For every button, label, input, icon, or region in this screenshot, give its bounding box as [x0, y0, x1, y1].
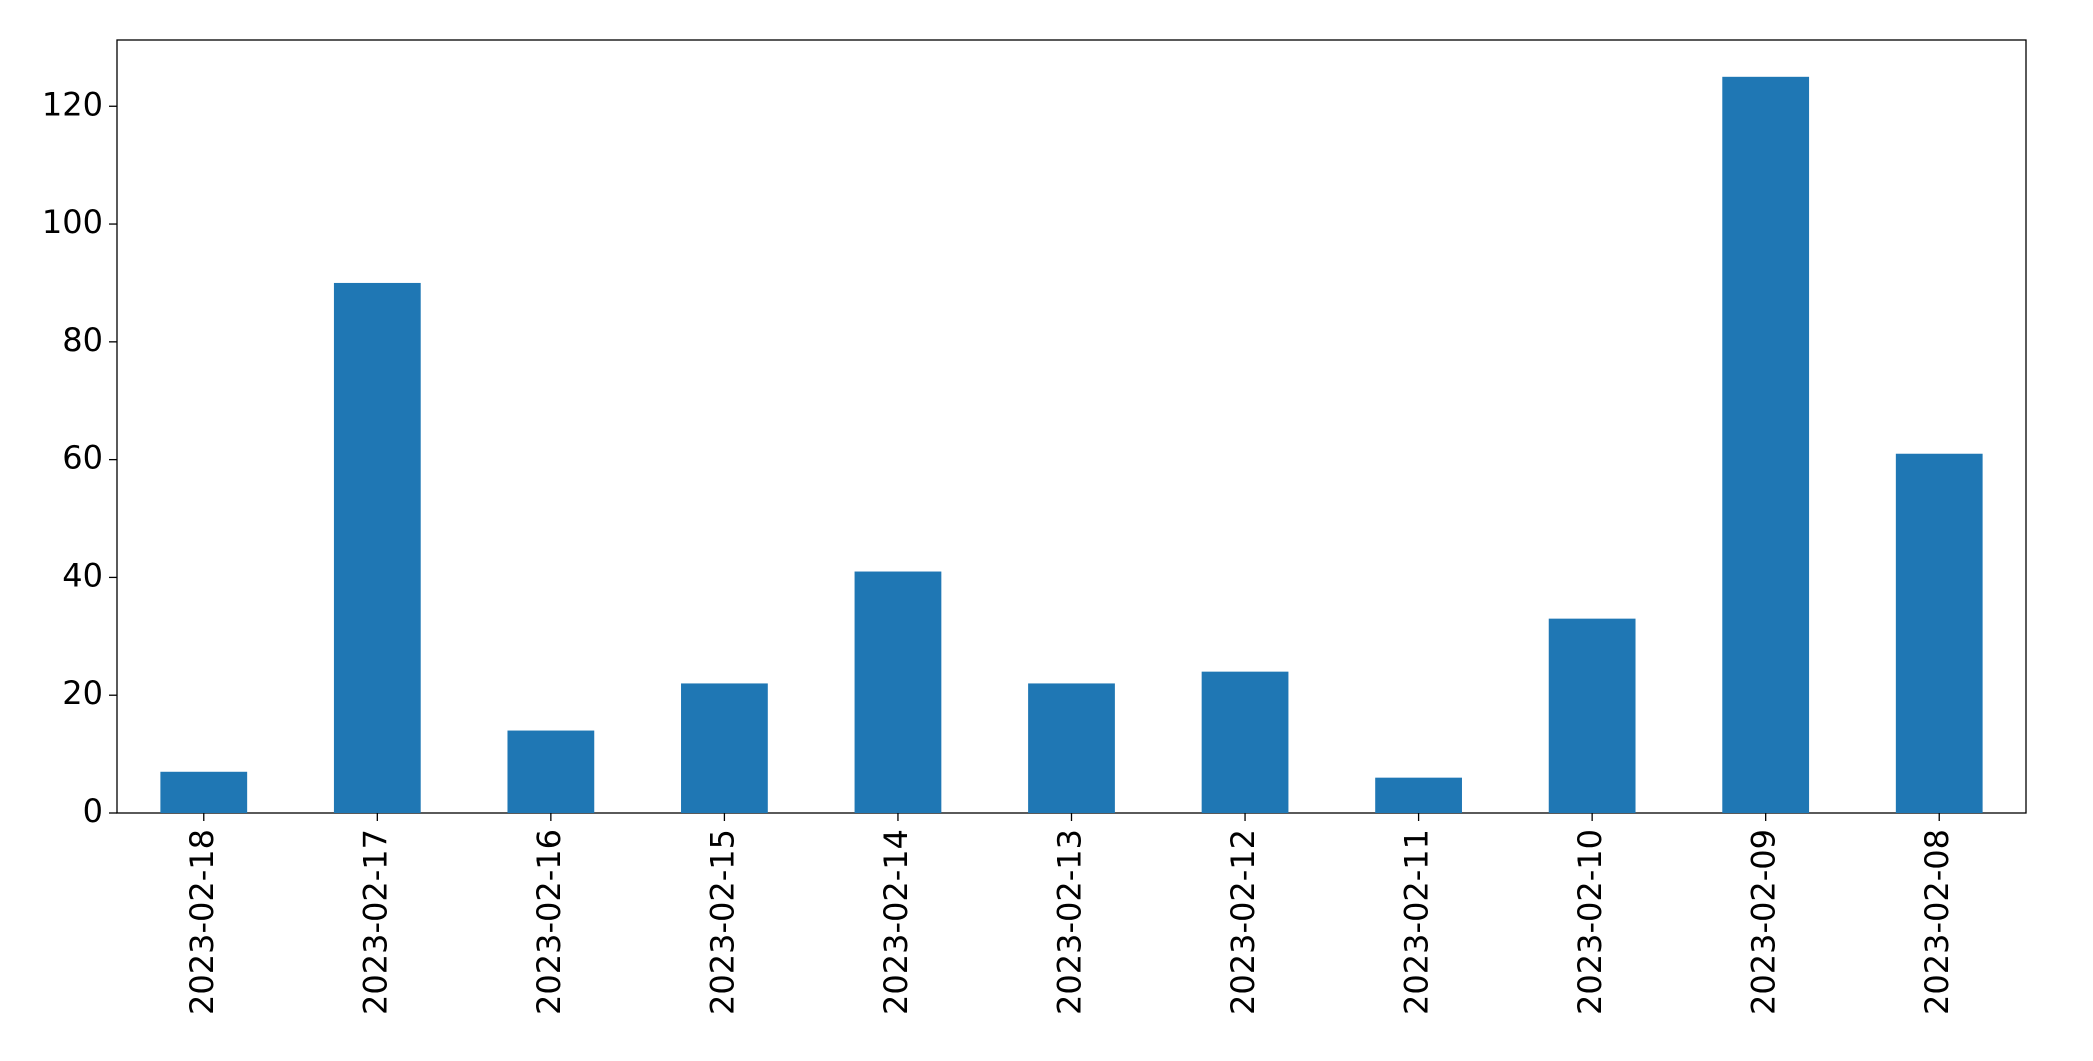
bar [854, 571, 942, 813]
x-tick-label: 2023-02-12 [1224, 829, 1262, 1015]
x-tick-label: 2023-02-14 [877, 829, 915, 1015]
bar [1201, 671, 1289, 813]
bar [1895, 453, 1983, 813]
x-tick-label: 2023-02-11 [1398, 829, 1436, 1015]
x-tick-label: 2023-02-09 [1745, 829, 1783, 1015]
x-tick-label: 2023-02-18 [183, 829, 221, 1015]
x-tick-label: 2023-02-17 [356, 829, 394, 1015]
y-tick-label: 100 [42, 203, 103, 241]
bar [1375, 777, 1462, 813]
x-tick-label: 2023-02-15 [703, 829, 741, 1015]
y-tick-label: 60 [62, 439, 103, 477]
bar [1722, 76, 1810, 814]
bar [160, 771, 248, 813]
x-tick-label: 2023-02-08 [1918, 829, 1956, 1015]
y-tick-label: 40 [62, 556, 103, 594]
y-tick-label: 0 [83, 792, 103, 830]
bar [1548, 618, 1636, 813]
bar [681, 683, 768, 813]
x-tick-label: 2023-02-13 [1051, 829, 1089, 1015]
y-tick-label: 80 [62, 321, 103, 359]
bar [507, 730, 595, 813]
y-tick-label: 20 [62, 674, 103, 712]
y-tick-label: 120 [42, 85, 103, 123]
bar [333, 282, 421, 813]
x-tick-label: 2023-02-16 [530, 829, 568, 1015]
x-tick-label: 2023-02-10 [1571, 829, 1609, 1015]
bar [1028, 683, 1115, 813]
